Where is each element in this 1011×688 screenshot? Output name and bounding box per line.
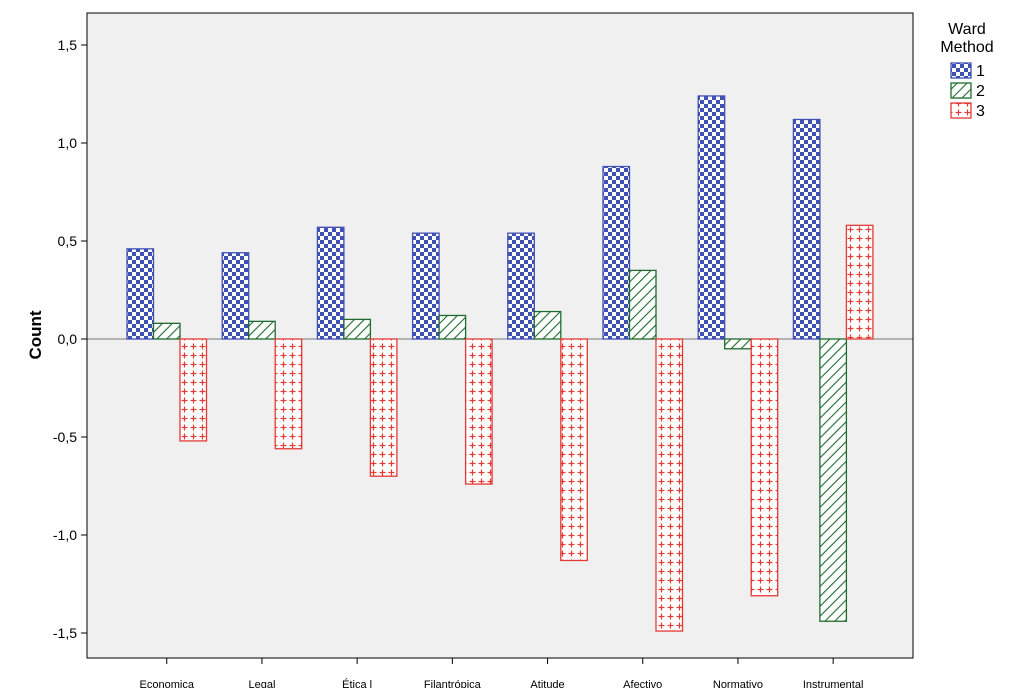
x-tick-label: Normativo bbox=[713, 679, 763, 688]
bar-atitude-series-1 bbox=[507, 232, 535, 340]
bar-filantr-pica-series-1 bbox=[411, 232, 440, 340]
x-tick-label: Economica bbox=[140, 679, 195, 688]
bar-afectivo-series-3 bbox=[655, 338, 684, 632]
x-tick-label: Filantrópica bbox=[424, 679, 482, 688]
x-tick-label: Instrumental bbox=[803, 679, 864, 688]
bar-economica-series-3 bbox=[179, 338, 208, 442]
legend-label-3: 3 bbox=[976, 103, 985, 120]
legend-swatch-2 bbox=[950, 82, 972, 99]
bar-afectivo-series-2 bbox=[628, 269, 657, 340]
bar--tica-l-series-2 bbox=[343, 318, 372, 340]
y-tick-label: 0,5 bbox=[58, 233, 78, 249]
y-tick-label: 1,0 bbox=[58, 135, 78, 151]
bar-afectivo-series-1 bbox=[602, 165, 631, 340]
bar--tica-l-series-1 bbox=[316, 226, 345, 340]
legend-label-1: 1 bbox=[976, 63, 985, 80]
bar-legal-series-3 bbox=[274, 338, 303, 450]
x-tick-label: Afectivo bbox=[623, 679, 662, 688]
legend-swatch-3 bbox=[950, 102, 972, 119]
y-tick-label: -1,0 bbox=[53, 527, 77, 543]
bar-filantr-pica-series-2 bbox=[438, 314, 467, 340]
y-tick-label: -1,5 bbox=[53, 625, 77, 641]
bar-normativo-series-2 bbox=[724, 338, 752, 350]
bar-atitude-series-3 bbox=[560, 338, 588, 562]
bar-economica-series-2 bbox=[152, 322, 181, 340]
legend-title-line2: Method bbox=[940, 39, 993, 56]
bar-instrumental-series-1 bbox=[792, 118, 821, 340]
bar-instrumental-series-3 bbox=[845, 224, 874, 340]
bar--tica-l-series-3 bbox=[369, 338, 398, 477]
bar-economica-series-1 bbox=[126, 248, 155, 340]
x-tick-label: Ética l bbox=[342, 678, 372, 688]
x-tick-label: Atitude bbox=[530, 679, 564, 688]
bar-filantr-pica-series-3 bbox=[464, 338, 493, 485]
plot-area bbox=[86, 12, 914, 659]
legend-title-line1: Ward bbox=[948, 21, 986, 38]
bar-instrumental-series-2 bbox=[819, 338, 848, 622]
x-tick-label: Legal bbox=[248, 679, 275, 688]
legend-swatch-1 bbox=[950, 62, 972, 79]
bar-legal-series-2 bbox=[248, 320, 276, 340]
bar-atitude-series-2 bbox=[533, 310, 562, 340]
bar-normativo-series-3 bbox=[750, 338, 779, 597]
y-tick-label: -0,5 bbox=[53, 429, 77, 445]
legend: Ward Method 1 2 3 bbox=[940, 21, 993, 120]
y-tick-label: 1,5 bbox=[58, 37, 78, 53]
bar-legal-series-1 bbox=[221, 252, 250, 340]
legend-label-2: 2 bbox=[976, 83, 985, 100]
y-axis-label: Count bbox=[26, 310, 45, 359]
bar-normativo-series-1 bbox=[697, 95, 726, 340]
y-tick-label: 0,0 bbox=[58, 331, 78, 347]
